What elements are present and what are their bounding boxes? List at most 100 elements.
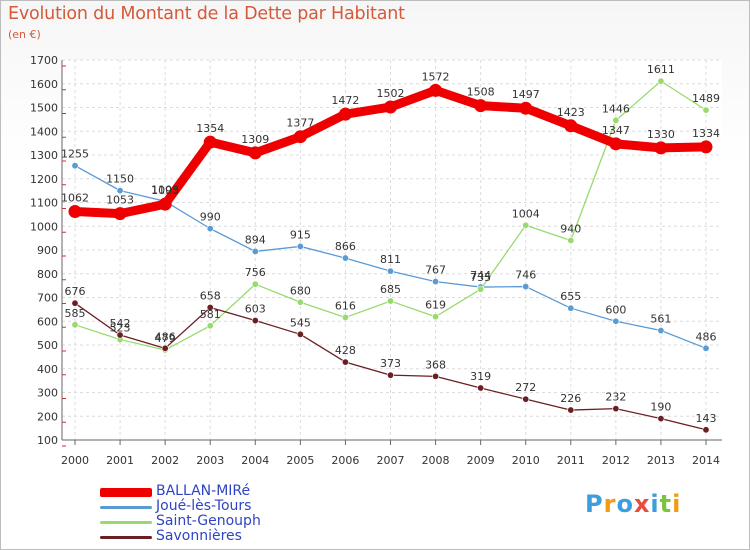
data-label: 319 — [470, 370, 491, 383]
series-point — [386, 297, 394, 305]
y-tick-label: 1300 — [30, 149, 58, 162]
x-tick-label: 2010 — [512, 454, 540, 467]
y-tick-label: 200 — [37, 410, 58, 423]
series-point — [657, 327, 665, 335]
data-label: 545 — [290, 316, 311, 329]
data-label: 581 — [200, 308, 221, 321]
data-label: 746 — [515, 269, 536, 282]
data-label: 603 — [245, 303, 266, 316]
data-label: 990 — [200, 211, 221, 224]
data-label: 542 — [110, 317, 131, 330]
x-tick-label: 2001 — [106, 454, 134, 467]
logo-letter: i — [650, 490, 660, 518]
y-tick-label: 1400 — [30, 125, 58, 138]
legend-label: BALLAN-MIRé — [156, 483, 251, 499]
data-label: 1423 — [557, 106, 585, 119]
y-tick-label: 700 — [37, 292, 58, 305]
legend-swatch — [100, 536, 152, 539]
legend-item-ballan-mire: BALLAN-MIRé — [100, 483, 420, 499]
legend-item-savonnieres: Savonnières — [100, 528, 420, 544]
series-point — [113, 207, 127, 221]
series-point — [341, 254, 349, 262]
y-tick-label: 300 — [37, 387, 58, 400]
series-point — [206, 303, 214, 311]
series-point — [429, 83, 443, 97]
series-point — [384, 100, 397, 114]
y-tick-label: 1500 — [30, 102, 58, 115]
series-point — [699, 140, 713, 154]
y-tick-label: 1000 — [30, 220, 58, 233]
series-point — [567, 406, 575, 414]
series-point — [702, 106, 710, 114]
series-point — [567, 237, 575, 245]
data-label: 272 — [515, 381, 536, 394]
y-tick-label: 100 — [37, 434, 58, 447]
legend-label: Saint-Genouph — [156, 513, 261, 529]
series-point — [612, 317, 620, 325]
data-label: 1497 — [512, 88, 540, 101]
data-label: 1508 — [467, 86, 495, 99]
y-tick-label: 1700 — [30, 54, 58, 67]
data-label: 368 — [425, 358, 446, 371]
series-point — [341, 313, 349, 321]
logo-letter: o — [616, 490, 634, 518]
data-label: 680 — [290, 284, 311, 297]
data-label: 232 — [605, 391, 626, 404]
data-label: 1053 — [106, 194, 134, 207]
series-point — [609, 137, 623, 151]
series-point — [386, 267, 394, 275]
series-point — [296, 242, 304, 250]
data-label: 561 — [650, 313, 671, 326]
series-point — [657, 415, 665, 423]
series-point — [341, 358, 349, 366]
data-label: 1004 — [512, 207, 540, 220]
data-label: 486 — [696, 330, 717, 343]
x-tick-label: 2006 — [331, 454, 359, 467]
data-label: 600 — [605, 303, 626, 316]
series-point — [477, 285, 485, 293]
series-point — [161, 344, 169, 352]
x-tick-label: 2000 — [61, 454, 89, 467]
data-label: 655 — [560, 290, 581, 303]
x-tick-label: 2012 — [602, 454, 630, 467]
unit-label: (en €) — [8, 28, 41, 41]
y-tick-label: 800 — [37, 268, 58, 281]
series-point — [567, 304, 575, 312]
series-point — [654, 141, 668, 155]
y-tick-label: 400 — [37, 363, 58, 376]
legend-swatch — [100, 506, 152, 509]
series-point — [657, 77, 665, 85]
data-label: 1093 — [151, 184, 179, 197]
series-point — [519, 101, 533, 115]
series-point — [338, 107, 352, 121]
data-label: 1105 — [151, 183, 179, 196]
legend-item-joue-les-tours: Joué-lès-Tours — [100, 498, 420, 514]
series-point — [522, 221, 530, 229]
logo-letter: t — [659, 490, 673, 518]
legend-label: Savonnières — [156, 528, 242, 544]
data-label: 1611 — [647, 63, 675, 76]
x-tick-label: 2002 — [151, 454, 179, 467]
legend-swatch — [100, 521, 152, 524]
logo-letter: x — [633, 490, 651, 518]
series-point — [477, 384, 485, 392]
data-label: 894 — [245, 233, 266, 246]
data-label: 143 — [696, 412, 717, 425]
x-tick-label: 2003 — [196, 454, 224, 467]
series-point — [386, 371, 394, 379]
data-label: 226 — [560, 392, 581, 405]
series-point — [158, 197, 172, 211]
series-point — [702, 426, 710, 434]
data-label: 616 — [335, 299, 356, 312]
data-label: 1347 — [602, 124, 630, 137]
data-label: 1489 — [692, 92, 720, 105]
data-label: 915 — [290, 228, 311, 241]
logo-letter: r — [603, 490, 617, 518]
series-point — [116, 331, 124, 339]
data-label: 428 — [335, 344, 356, 357]
data-label: 1446 — [602, 102, 630, 115]
data-label: 685 — [380, 283, 401, 296]
data-label: 676 — [65, 285, 86, 298]
series-point — [432, 313, 440, 321]
